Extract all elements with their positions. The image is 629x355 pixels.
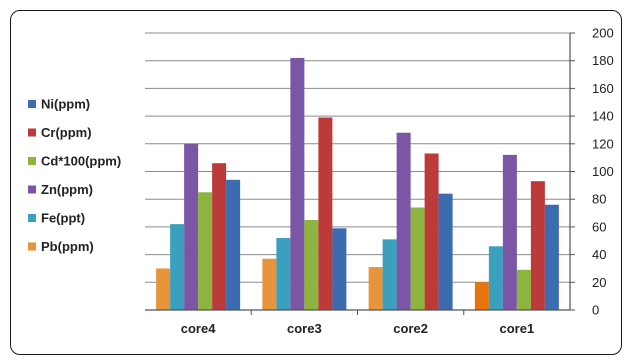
legend-label: Ni(ppm) <box>41 97 90 112</box>
bar-core1-0 <box>474 282 489 310</box>
legend-swatch <box>28 157 36 165</box>
y-tick-label: 80 <box>592 192 606 207</box>
x-category-label: core3 <box>287 321 322 336</box>
bar-core4-5 <box>226 179 241 310</box>
legend-swatch <box>28 185 36 194</box>
bars <box>156 57 559 311</box>
legend-swatch <box>28 128 36 137</box>
bar-core3-4 <box>318 117 333 310</box>
bar-core1-1 <box>488 246 503 310</box>
y-tick-labels: 0 20 40 60 80 100 120 140 160 180 200 <box>592 26 614 318</box>
legend-label: Cr(ppm) <box>41 125 92 140</box>
y-tick-label: 40 <box>592 247 606 262</box>
legend-swatch <box>28 100 36 108</box>
legend-swatch <box>28 242 36 251</box>
axes <box>145 32 575 315</box>
legend-label: Pb(ppm) <box>41 239 94 254</box>
legend-swatch <box>28 214 36 222</box>
x-category-label: core1 <box>500 321 535 336</box>
bar-core4-4 <box>212 163 227 310</box>
y-tick-label: 180 <box>592 53 614 68</box>
bar-core2-0 <box>368 267 383 310</box>
x-category-label: core2 <box>393 321 428 336</box>
bar-core4-1 <box>170 224 185 310</box>
y-tick-label: 120 <box>592 136 614 151</box>
bar-core4-2 <box>184 143 199 310</box>
legend-label: Cd*100(ppm) <box>41 154 121 169</box>
bar-core2-4 <box>424 153 439 310</box>
bar-core3-2 <box>290 57 305 311</box>
bar-core4-0 <box>156 268 171 310</box>
y-tick-label: 0 <box>592 303 599 318</box>
y-tick-label: 100 <box>592 164 614 179</box>
bar-core2-5 <box>438 193 453 310</box>
legend: Ni(ppm) Cr(ppm) Cd*100(ppm) Zn(ppm) Fe(ppt) P… <box>28 97 121 254</box>
x-category-labels: core4 core3 core2 core1 <box>181 321 534 336</box>
bar-core3-3 <box>304 219 319 310</box>
bar-core2-3 <box>410 207 425 310</box>
bar-core3-5 <box>332 228 347 310</box>
bar-core1-5 <box>544 204 559 310</box>
legend-label: Zn(ppm) <box>41 182 93 197</box>
x-category-label: core4 <box>181 321 216 336</box>
legend-label: Fe(ppt) <box>41 211 85 226</box>
y-tick-label: 60 <box>592 219 606 234</box>
bar-core1-2 <box>502 154 517 310</box>
bar-core1-3 <box>516 269 531 310</box>
y-tick-label: 140 <box>592 109 614 124</box>
bar-core3-0 <box>262 258 277 310</box>
bar-core4-3 <box>198 192 213 310</box>
bar-core2-2 <box>396 132 411 310</box>
bar-core3-1 <box>276 237 291 310</box>
bar-core1-4 <box>530 181 545 310</box>
y-tick-label: 200 <box>592 26 614 41</box>
y-tick-label: 20 <box>592 275 606 290</box>
bar-core2-1 <box>382 239 397 310</box>
y-tick-label: 160 <box>592 81 614 96</box>
